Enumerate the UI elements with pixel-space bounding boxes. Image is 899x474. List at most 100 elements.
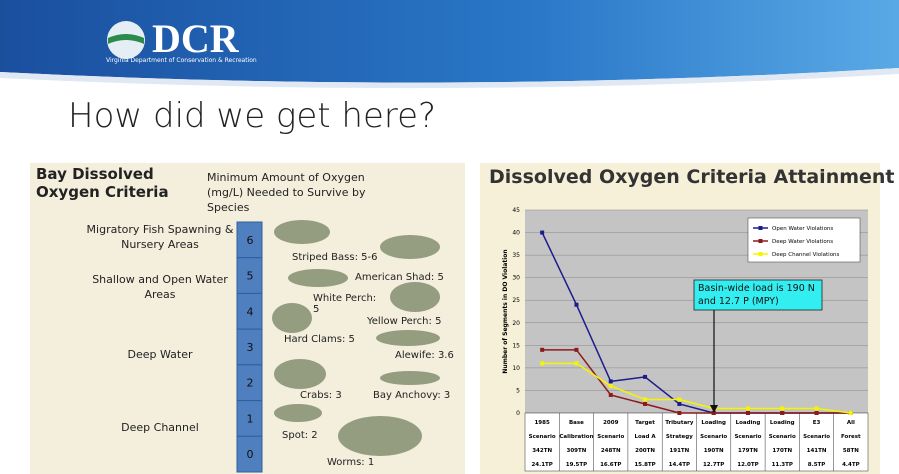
y-tick-label: 25 (512, 297, 520, 304)
point-marker (677, 411, 681, 415)
scale-label: 6 (247, 234, 254, 247)
x-tick-label: 191TN (669, 448, 689, 454)
x-tick-label: Target (635, 420, 655, 426)
x-tick-label: Tributary (665, 420, 694, 426)
point-marker (677, 397, 681, 401)
legend-label: Open Water Violations (772, 226, 833, 232)
scale-label: 0 (247, 448, 254, 461)
point-marker (574, 361, 578, 365)
legend-label: Deep Water Violations (772, 239, 833, 245)
y-tick-label: 35 (512, 252, 520, 259)
slide-title: How did we get here? (68, 96, 436, 136)
species-label: Spot: 2 (282, 430, 318, 441)
species-label: Striped Bass: 5-6 (292, 252, 377, 263)
x-tick-label: 15.8TP (634, 462, 655, 468)
y-tick-label: 20 (512, 320, 520, 327)
point-marker (609, 379, 613, 383)
point-marker (643, 375, 647, 379)
x-tick-label: 4.4TP (842, 462, 860, 468)
x-tick-label: Loading (736, 420, 761, 426)
species-label: Hard Clams: 5 (284, 334, 355, 345)
species-label: Crabs: 3 (300, 390, 342, 401)
logo-subtitle: Virginia Department of Conservation & Re… (106, 57, 257, 64)
x-tick-label: Loading (770, 420, 795, 426)
logo-text: DCR (152, 16, 240, 61)
point-marker (574, 303, 578, 307)
x-tick-label: Scenario (734, 434, 761, 440)
point-marker (780, 411, 784, 415)
x-tick-label: Calibration (559, 434, 593, 440)
point-marker (746, 406, 750, 410)
y-tick-label: 5 (516, 387, 520, 394)
point-marker (540, 361, 544, 365)
zone-label: Shallow and Open Water Areas (80, 272, 240, 302)
point-marker (815, 406, 819, 410)
slide: DCR Virginia Department of Conservation … (0, 0, 899, 474)
y-tick-label: 10 (512, 365, 520, 372)
x-tick-label: Scenario (803, 434, 830, 440)
x-tick-label: 190TN (704, 448, 724, 454)
x-tick-label: Scenario (597, 434, 624, 440)
x-tick-label: 2009 (603, 420, 618, 426)
point-marker (574, 348, 578, 352)
scale-label: 3 (247, 341, 254, 354)
x-tick-label: 1985 (534, 420, 549, 426)
x-tick-label: Load A (634, 434, 656, 440)
x-tick-label: Forest (841, 434, 861, 440)
species-label: Yellow Perch: 5 (367, 316, 441, 327)
left-title: Bay Dissolved Oxygen Criteria (36, 165, 206, 201)
zone-label: Deep Water (80, 347, 240, 362)
species-label: Bay Anchovy: 3 (373, 390, 450, 401)
x-tick-label: 12.7TP (703, 462, 724, 468)
x-tick-label: E3 (813, 420, 821, 426)
point-marker (780, 406, 784, 410)
x-tick-label: Scenario (769, 434, 796, 440)
point-marker (815, 411, 819, 415)
point-marker (849, 411, 853, 415)
scale-label: 4 (247, 305, 254, 318)
species-label: White Perch: 5 (313, 293, 383, 315)
y-tick-label: 15 (512, 342, 520, 349)
x-tick-label: 200TN (635, 448, 655, 454)
chart-title: Dissolved Oxygen Criteria Attainment (489, 166, 895, 188)
y-axis-label: Number of Segments in DO Violation (502, 249, 509, 373)
point-marker (609, 393, 613, 397)
x-tick-label: 309TN (567, 448, 587, 454)
point-marker (643, 402, 647, 406)
zone-label: Deep Channel (80, 420, 240, 435)
x-tick-label: Scenario (700, 434, 727, 440)
point-marker (746, 411, 750, 415)
x-tick-label: 16.6TP (600, 462, 621, 468)
x-tick-label: 342TN (532, 448, 552, 454)
x-tick-label: 248TN (601, 448, 621, 454)
point-marker (609, 384, 613, 388)
y-tick-label: 30 (512, 275, 520, 282)
x-tick-label: 12.0TP (737, 462, 758, 468)
y-tick-label: 40 (512, 230, 520, 237)
x-tick-label: Base (569, 420, 584, 426)
y-tick-label: 0 (516, 410, 520, 417)
x-tick-label: 170TN (772, 448, 792, 454)
x-tick-label: 58TN (843, 448, 859, 454)
x-tick-label: 24.1TP (531, 462, 552, 468)
x-tick-label: 14.4TP (669, 462, 690, 468)
y-tick-label: 45 (512, 207, 520, 214)
left-subtitle: Minimum Amount of Oxygen (mg/L) Needed t… (207, 170, 372, 215)
species-label: Worms: 1 (327, 457, 374, 468)
point-marker (540, 348, 544, 352)
x-tick-label: 179TN (738, 448, 758, 454)
scale-label: 2 (247, 377, 254, 390)
legend-marker (759, 239, 763, 243)
x-tick-label: All (847, 420, 855, 426)
annotation: Basin-wide load is 190 N and 12.7 P (MPY… (698, 282, 818, 308)
scale-label: 1 (247, 412, 254, 425)
scale-label: 5 (247, 270, 254, 283)
legend-marker (759, 226, 763, 230)
x-tick-label: 8.5TP (808, 462, 826, 468)
x-tick-label: Scenario (529, 434, 556, 440)
zone-label: Migratory Fish Spawning & Nursery Areas (80, 222, 240, 252)
species-label: American Shad: 5 (355, 272, 444, 283)
point-marker (540, 231, 544, 235)
x-tick-label: Strategy (666, 434, 693, 440)
x-tick-label: Loading (701, 420, 726, 426)
